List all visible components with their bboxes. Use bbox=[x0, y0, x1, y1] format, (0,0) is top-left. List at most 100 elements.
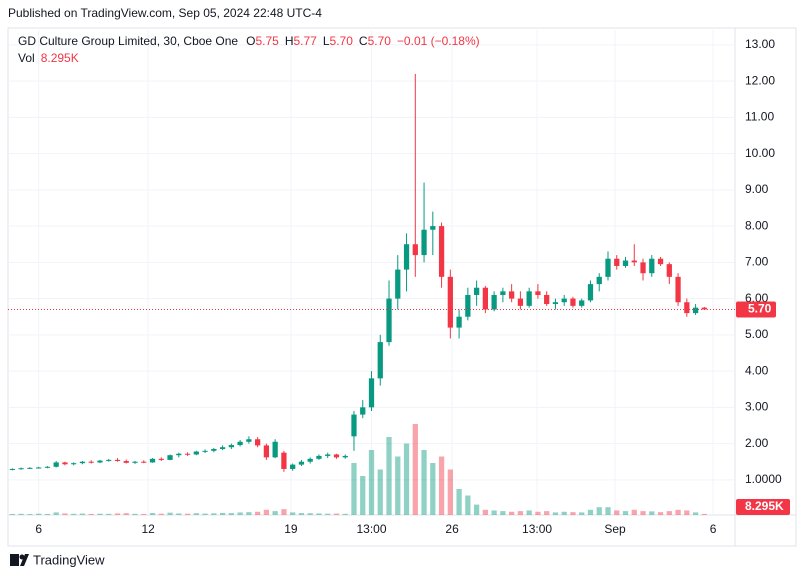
candle-body bbox=[202, 450, 208, 452]
volume-bar bbox=[184, 513, 191, 515]
candle-body bbox=[535, 291, 541, 295]
candle-body bbox=[123, 460, 129, 463]
volume-bar bbox=[473, 504, 480, 515]
volume-bar bbox=[526, 510, 532, 515]
volume-bar bbox=[202, 513, 208, 515]
volume-bar bbox=[316, 513, 322, 515]
candle-body bbox=[657, 258, 664, 265]
x-tick-label: 26 bbox=[445, 522, 459, 536]
volume-bar bbox=[596, 507, 602, 515]
candle-body bbox=[456, 316, 462, 328]
chart-frame bbox=[7, 27, 797, 547]
volume-bar bbox=[360, 476, 366, 515]
volume-bar bbox=[544, 511, 550, 515]
candle-body bbox=[255, 439, 261, 446]
candle-body bbox=[666, 264, 672, 277]
published-note: Published on TradingView.com, Sep 05, 20… bbox=[8, 6, 322, 20]
volume-bar bbox=[684, 510, 690, 515]
volume-bar bbox=[666, 511, 672, 515]
candle-body bbox=[473, 287, 480, 295]
x-tick-label: 13:00 bbox=[522, 522, 552, 536]
candle-body bbox=[106, 459, 112, 461]
y-tick-label: 12.00 bbox=[745, 73, 775, 87]
volume-bar bbox=[167, 512, 173, 515]
ohlc-key: H bbox=[285, 34, 294, 48]
volume-bar bbox=[692, 512, 699, 515]
volume-bar bbox=[18, 513, 24, 515]
volume-bar bbox=[491, 510, 497, 515]
candle-body bbox=[403, 244, 410, 270]
ohlc-key: C bbox=[359, 34, 368, 48]
logo bbox=[10, 554, 29, 566]
volume-value: 8.295K bbox=[41, 51, 79, 65]
brand: TradingView bbox=[33, 552, 105, 567]
volume-bar bbox=[228, 513, 234, 515]
volume-bar bbox=[342, 513, 348, 515]
candle-body bbox=[44, 466, 51, 468]
candle-body bbox=[447, 276, 453, 328]
y-tick-label: 9.00 bbox=[745, 182, 769, 196]
candle-body bbox=[342, 455, 348, 458]
volume-bar bbox=[27, 514, 33, 515]
candle-body bbox=[298, 461, 305, 465]
candle-body bbox=[579, 300, 585, 306]
candle-body bbox=[36, 467, 42, 469]
volume-bar bbox=[649, 511, 655, 515]
candle-body bbox=[333, 454, 340, 458]
candle-body bbox=[368, 378, 375, 408]
volume-bar bbox=[421, 450, 427, 515]
volume-bar bbox=[456, 489, 462, 515]
volume-bar bbox=[675, 509, 681, 515]
candle-body bbox=[211, 449, 217, 451]
candle-body bbox=[395, 269, 401, 299]
volume-bar bbox=[701, 513, 707, 515]
candle-body bbox=[675, 276, 681, 303]
volume-bar bbox=[272, 511, 278, 515]
candle-body bbox=[517, 298, 524, 306]
volume-bar bbox=[482, 509, 488, 515]
candle-body bbox=[184, 453, 191, 455]
volume-tag bbox=[736, 499, 790, 515]
volume-bar bbox=[579, 512, 585, 515]
volume-bar bbox=[561, 511, 567, 515]
candle-body bbox=[167, 455, 173, 460]
volume-bar bbox=[447, 469, 453, 515]
candle-body bbox=[9, 468, 16, 470]
volume-legend: Vol 8.295K bbox=[18, 51, 79, 65]
candle-body bbox=[88, 461, 94, 463]
candle-body bbox=[605, 258, 611, 277]
y-tick-label: 4.00 bbox=[745, 363, 769, 377]
volume-bar bbox=[114, 513, 121, 515]
volume-bar bbox=[176, 513, 182, 515]
volume-bar bbox=[307, 513, 313, 515]
volume-title: Vol bbox=[18, 51, 35, 65]
volume-bar bbox=[605, 507, 611, 515]
candle-body bbox=[561, 298, 567, 303]
x-tick-label: 12 bbox=[141, 522, 155, 536]
volume-bar bbox=[570, 512, 576, 515]
candle-body bbox=[237, 441, 243, 446]
volume-bar bbox=[351, 463, 357, 515]
candle-body bbox=[141, 461, 147, 463]
candle-body bbox=[430, 226, 436, 230]
price-tag-label: 5.70 bbox=[748, 302, 772, 316]
candle-body bbox=[377, 342, 383, 379]
volume-bar bbox=[53, 512, 59, 515]
candle-body bbox=[193, 451, 199, 455]
candle-body bbox=[228, 445, 234, 448]
volume-bar bbox=[631, 509, 637, 515]
volume-bar bbox=[657, 512, 664, 515]
candle-body bbox=[149, 458, 156, 463]
candle-body bbox=[316, 455, 322, 459]
volume-bar bbox=[211, 513, 217, 515]
candle-body bbox=[491, 294, 497, 310]
candle-body bbox=[482, 287, 488, 310]
candle-body bbox=[325, 454, 331, 456]
volume-bar bbox=[246, 512, 252, 515]
candle-body bbox=[412, 244, 418, 256]
volume-bar bbox=[438, 456, 445, 515]
volume-bar bbox=[587, 509, 594, 515]
x-tick-label: Sep bbox=[604, 522, 626, 536]
legend: GD Culture Group Limited, 30, Cboe One O5… bbox=[18, 34, 480, 48]
